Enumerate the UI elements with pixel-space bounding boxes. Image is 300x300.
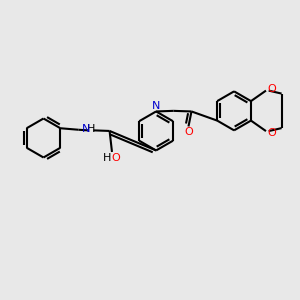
Text: O: O <box>267 84 276 94</box>
Text: N: N <box>81 124 90 134</box>
Text: N: N <box>152 101 160 111</box>
Text: H: H <box>87 124 95 134</box>
Text: O: O <box>111 153 120 163</box>
Text: H: H <box>103 153 111 163</box>
Text: O: O <box>184 127 193 137</box>
Text: O: O <box>267 128 276 138</box>
